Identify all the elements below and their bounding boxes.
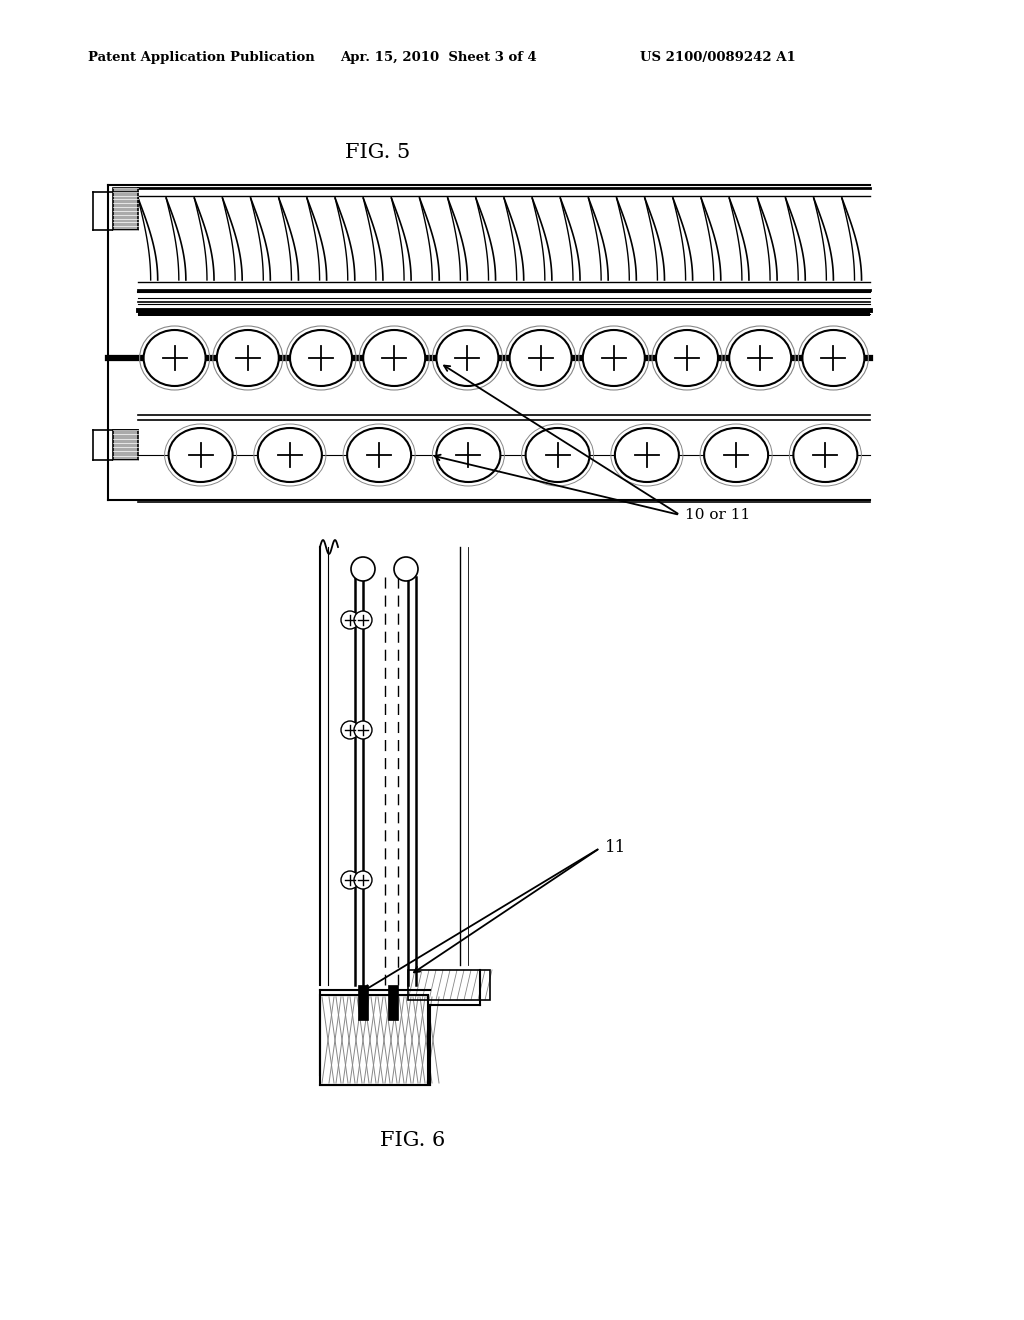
- Circle shape: [354, 871, 372, 888]
- Text: 10 or 11: 10 or 11: [685, 508, 751, 521]
- Bar: [113, 430, 138, 459]
- Ellipse shape: [614, 428, 679, 482]
- Ellipse shape: [656, 330, 718, 385]
- Ellipse shape: [217, 330, 279, 385]
- Ellipse shape: [258, 428, 322, 482]
- Bar: [319, 995, 428, 1085]
- Ellipse shape: [525, 428, 590, 482]
- Bar: [113, 187, 138, 230]
- Bar: [138, 310, 870, 315]
- Text: FIG. 6: FIG. 6: [380, 1130, 445, 1150]
- Text: Apr. 15, 2010  Sheet 3 of 4: Apr. 15, 2010 Sheet 3 of 4: [340, 51, 537, 65]
- Bar: [358, 985, 368, 1020]
- Ellipse shape: [510, 330, 571, 385]
- Circle shape: [341, 611, 359, 630]
- Ellipse shape: [169, 428, 232, 482]
- Ellipse shape: [583, 330, 645, 385]
- Bar: [408, 970, 490, 1001]
- Circle shape: [394, 557, 418, 581]
- Ellipse shape: [347, 428, 411, 482]
- Ellipse shape: [436, 428, 501, 482]
- Circle shape: [341, 721, 359, 739]
- Ellipse shape: [705, 428, 768, 482]
- Ellipse shape: [364, 330, 425, 385]
- Bar: [388, 985, 398, 1020]
- Circle shape: [354, 611, 372, 630]
- Circle shape: [341, 871, 359, 888]
- Circle shape: [354, 721, 372, 739]
- Ellipse shape: [803, 330, 864, 385]
- Ellipse shape: [290, 330, 352, 385]
- Text: US 2100/0089242 A1: US 2100/0089242 A1: [640, 51, 796, 65]
- Ellipse shape: [436, 330, 499, 385]
- Text: FIG. 5: FIG. 5: [345, 144, 411, 162]
- Circle shape: [351, 557, 375, 581]
- Ellipse shape: [794, 428, 857, 482]
- Bar: [138, 187, 870, 290]
- Text: Patent Application Publication: Patent Application Publication: [88, 51, 314, 65]
- Text: 11: 11: [605, 840, 627, 857]
- Ellipse shape: [729, 330, 792, 385]
- Ellipse shape: [143, 330, 206, 385]
